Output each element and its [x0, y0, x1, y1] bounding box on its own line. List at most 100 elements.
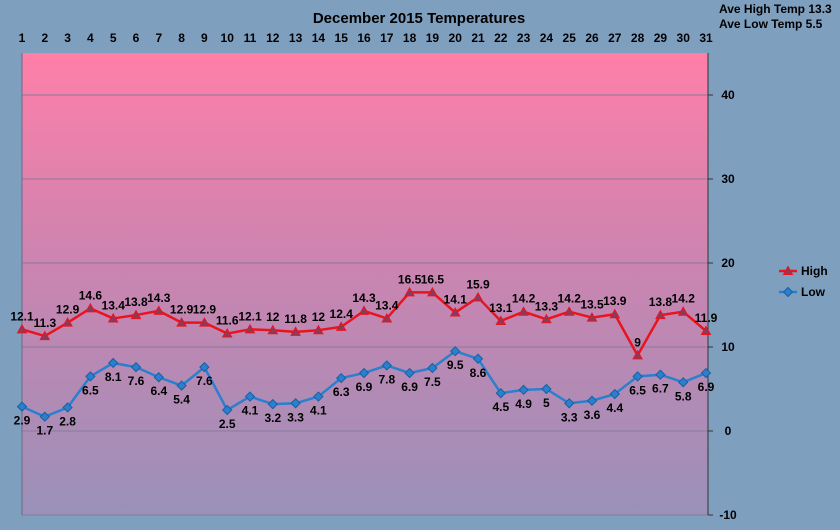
high-data-label: 12.4: [330, 307, 354, 321]
low-data-label: 6.9: [401, 380, 418, 394]
high-point: [176, 317, 187, 327]
high-point: [381, 312, 393, 323]
low-data-label: 7.8: [378, 372, 395, 386]
x-tick-label: 30: [677, 31, 691, 45]
high-data-label: 13.4: [102, 298, 126, 312]
low-point: [381, 360, 393, 371]
y-tick-label: 0: [725, 424, 732, 438]
low-point: [586, 395, 598, 406]
low-point: [472, 353, 484, 364]
low-point: [632, 371, 643, 382]
high-data-label: 14.2: [672, 292, 696, 306]
high-point: [313, 324, 324, 335]
high-point: [221, 328, 233, 338]
y-tick-label: 10: [721, 340, 735, 354]
high-data-label: 13.3: [535, 299, 559, 313]
low-point: [130, 361, 142, 373]
low-point: [358, 367, 370, 379]
low-point: [495, 387, 507, 399]
low-point: [609, 388, 621, 400]
high-point: [700, 325, 712, 336]
x-tick-label: 15: [335, 31, 349, 45]
high-point: [107, 312, 119, 323]
x-tick-label: 14: [312, 31, 326, 45]
high-data-label: 14.1: [444, 293, 468, 307]
y-tick-label: 30: [721, 172, 735, 186]
x-tick-label: 20: [449, 31, 463, 45]
low-data-label: 4.1: [310, 404, 327, 418]
high-point: [427, 286, 438, 297]
low-data-label: 3.6: [584, 408, 601, 422]
x-tick-label: 8: [178, 31, 185, 45]
x-tick-label: 2: [41, 31, 48, 45]
low-data-label: 1.7: [36, 424, 53, 438]
low-data-label: 8.6: [470, 366, 487, 380]
high-data-label: 13.5: [580, 298, 604, 312]
chart-title: December 2015 Temperatures: [313, 10, 525, 27]
legend-marker-high: [782, 265, 794, 275]
high-data-label: 13.4: [375, 298, 399, 312]
high-data-label: 11.3: [33, 316, 56, 330]
high-point: [677, 306, 689, 316]
high-point: [199, 317, 210, 327]
high-point: [62, 317, 73, 327]
low-data-label: 6.5: [629, 383, 646, 397]
high-data-label: 11.6: [216, 314, 239, 328]
high-data-label: 12.9: [170, 303, 194, 317]
low-point: [449, 345, 461, 357]
low-data-label: 3.3: [287, 410, 304, 424]
low-point: [62, 402, 73, 413]
high-data-label: 11.8: [284, 312, 307, 326]
grid-lines: [22, 94, 713, 516]
high-point: [153, 305, 165, 315]
x-tick-label: 12: [266, 31, 280, 45]
low-data-label: 5: [543, 396, 550, 410]
high-point: [495, 315, 507, 325]
high-point: [267, 324, 279, 335]
x-tick-label: 29: [654, 31, 668, 45]
x-tick-label: 26: [585, 31, 599, 45]
low-point: [700, 367, 712, 379]
high-data-label: 16.5: [398, 272, 422, 286]
x-tick-label: 17: [380, 31, 394, 45]
x-tick-label: 27: [608, 31, 622, 45]
x-tick-label: 18: [403, 31, 417, 45]
ave-high-annotation: Ave High Temp 13.3: [719, 2, 832, 16]
low-data-label: 2.9: [14, 414, 31, 428]
x-tick-label: 5: [110, 31, 117, 45]
y-tick-labels: -10 0 10 20 30 40: [719, 88, 737, 522]
x-tick-label: 22: [494, 31, 508, 45]
low-point: [244, 391, 256, 402]
high-data-label: 16.5: [421, 272, 445, 286]
ave-low-annotation: Ave Low Temp 5.5: [719, 17, 823, 31]
low-point: [221, 404, 233, 416]
low-data-label: 7.5: [424, 375, 441, 389]
x-tick-label: 16: [357, 31, 371, 45]
x-tick-label: 7: [155, 31, 162, 45]
low-data-label: 6.9: [698, 380, 715, 394]
x-tick-label: 6: [133, 31, 140, 45]
low-data-label: 4.5: [492, 400, 509, 414]
low-point: [107, 357, 119, 369]
x-tick-label: 1: [19, 31, 26, 45]
high-data-label: 14.3: [352, 291, 376, 305]
high-point: [16, 323, 28, 334]
high-point: [655, 309, 666, 320]
low-data-label: 6.7: [652, 382, 669, 396]
low-point: [85, 371, 96, 382]
high-point: [449, 307, 461, 317]
legend: High Low: [779, 264, 828, 299]
high-point: [244, 323, 256, 334]
x-tick-label: 11: [244, 31, 257, 45]
low-data-label: 6.3: [333, 385, 350, 399]
high-data-label: 11.9: [695, 311, 718, 325]
low-data-label: 4.4: [606, 401, 623, 415]
high-data-label: 14.2: [512, 292, 536, 306]
high-point: [586, 312, 598, 322]
x-tick-label: 19: [426, 31, 440, 45]
high-data-label: 14.3: [147, 291, 171, 305]
low-data-label: 7.6: [196, 374, 213, 388]
x-tick-label: 24: [540, 31, 554, 45]
low-data-label: 3.2: [264, 411, 281, 425]
low-data-label: 3.3: [561, 410, 578, 424]
